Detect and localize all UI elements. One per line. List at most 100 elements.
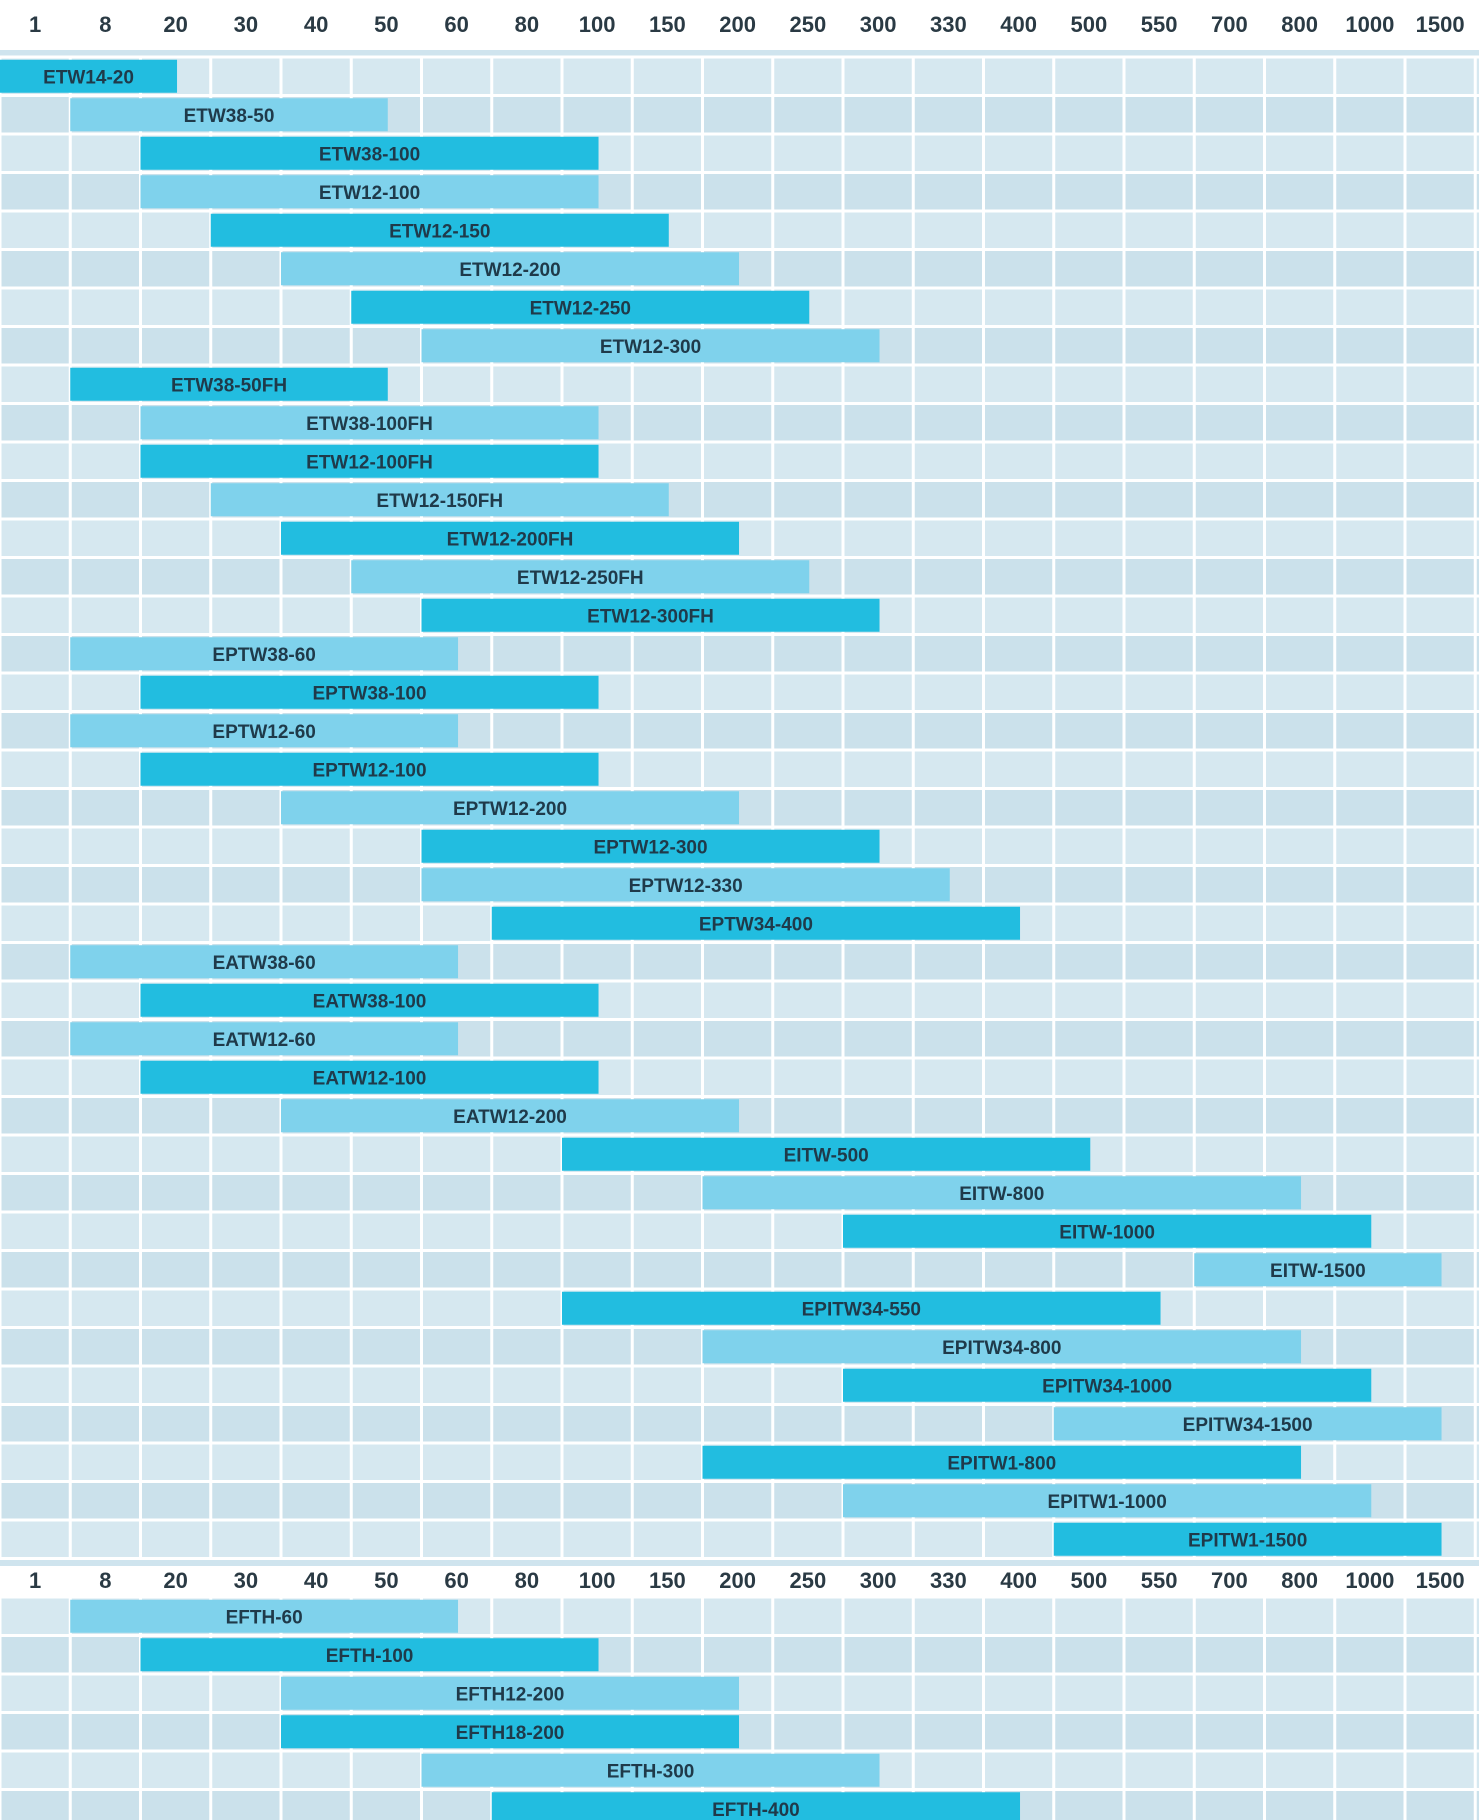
bar-label: EATW38-100 [313,991,427,1012]
x-tick-label: 8 [99,1568,111,1593]
x-tick-label: 250 [790,12,827,37]
range-bar [70,367,388,401]
bar-label: ETW38-100FH [306,414,433,435]
range-bar [70,1022,459,1056]
bar-label: EFTH18-200 [456,1723,565,1744]
x-tick-label: 20 [163,1568,187,1593]
x-tick-label: 1000 [1345,12,1394,37]
x-tick-label: 80 [515,12,539,37]
x-tick-label: 550 [1141,1568,1178,1593]
bar-label: ETW12-100 [319,183,420,204]
bar-label: ETW12-300FH [587,606,714,627]
bar-label: EFTH12-200 [456,1684,565,1705]
bar-label: EITW-800 [959,1184,1044,1205]
range-bar [421,598,880,632]
range-bar [562,1137,1091,1171]
x-tick-label: 40 [304,1568,328,1593]
bar-label: ETW14-20 [43,67,134,88]
range-bar [421,829,880,863]
x-tick-label: 800 [1281,12,1318,37]
x-tick-label: 200 [719,1568,756,1593]
x-tick-label: 1000 [1345,1568,1394,1593]
range-bar [281,791,740,825]
x-tick-label: 60 [444,12,468,37]
bar-label: EPITW1-1000 [1047,1492,1166,1513]
bar-label: EPITW34-1000 [1042,1376,1172,1397]
bar-label: EPITW34-800 [942,1338,1061,1359]
range-bar [70,1599,459,1633]
range-bar [140,983,599,1017]
range-bar [421,329,880,363]
range-bar [140,175,599,209]
x-tick-label: 330 [930,12,967,37]
x-tick-label: 40 [304,12,328,37]
grid-row [0,57,1479,96]
range-bar [562,1291,1161,1325]
range-bar [491,906,1021,940]
x-tick-label: 8 [99,12,111,37]
x-tick-label: 550 [1141,12,1178,37]
bar-label: EFTH-60 [226,1607,303,1628]
x-tick-label: 80 [515,1568,539,1593]
x-tick-label: 60 [444,1568,468,1593]
range-bar [843,1368,1372,1402]
x-tick-label: 300 [860,12,897,37]
range-bar [843,1484,1372,1518]
bar-label: ETW12-300 [600,337,701,358]
bar-label: EPTW12-330 [629,876,743,897]
range-bar [70,945,459,979]
bar-label: EFTH-300 [607,1761,695,1782]
bar-label: ETW12-100FH [306,452,433,473]
x-tick-label: 400 [1000,12,1037,37]
range-bar [70,714,459,748]
range-bar [281,1715,740,1749]
grid-row [0,519,1479,558]
range-bar [70,98,388,132]
range-bar [1194,1253,1442,1287]
grid-row [0,1674,1479,1713]
range-bar [421,868,950,902]
bar-label: EPITW34-550 [802,1299,921,1320]
bar-label: ETW12-250 [530,298,631,319]
x-tick-label: 20 [163,12,187,37]
range-bar [210,483,669,517]
bar-label: EITW-1500 [1270,1261,1366,1282]
range-bar [281,521,740,555]
x-tick-label: 100 [579,1568,616,1593]
bar-label: EITW-500 [784,1145,869,1166]
x-tick-label: 700 [1211,12,1248,37]
x-tick-label: 50 [374,1568,398,1593]
range-bar [140,675,599,709]
range-bar [140,1638,599,1672]
grid-row [0,249,1479,288]
bar-label: EATW12-200 [453,1107,567,1128]
range-bar [1053,1407,1442,1441]
bar-label: EPTW12-100 [312,760,426,781]
bar-label: EPTW34-400 [699,914,813,935]
bar-label: EPTW12-300 [593,837,707,858]
x-tick-label: 30 [234,12,258,37]
x-tick-label: 150 [649,1568,686,1593]
bar-label: ETW12-150 [389,221,490,242]
range-bar [140,444,599,478]
range-bar [0,59,178,93]
bar-label: ETW12-150FH [376,491,503,512]
range-bar [281,1676,740,1710]
bar-label: ETW38-50 [184,106,275,127]
x-tick-label: 30 [234,1568,258,1593]
x-tick-label: 500 [1071,12,1108,37]
bar-label: EPTW38-60 [212,645,315,666]
bar-label: EPTW38-100 [312,683,426,704]
x-tick-label: 250 [790,1568,827,1593]
x-tick-label: 330 [930,1568,967,1593]
range-bar [702,1176,1302,1210]
x-tick-label: 1 [29,1568,41,1593]
x-tick-label: 500 [1071,1568,1108,1593]
range-bar [140,752,599,786]
bar-label: ETW38-50FH [171,375,287,396]
x-tick-label: 1500 [1416,12,1465,37]
range-bar [491,1792,1021,1820]
bar-label: EPITW1-1500 [1188,1530,1307,1551]
bar-label: EPTW12-60 [212,722,315,743]
